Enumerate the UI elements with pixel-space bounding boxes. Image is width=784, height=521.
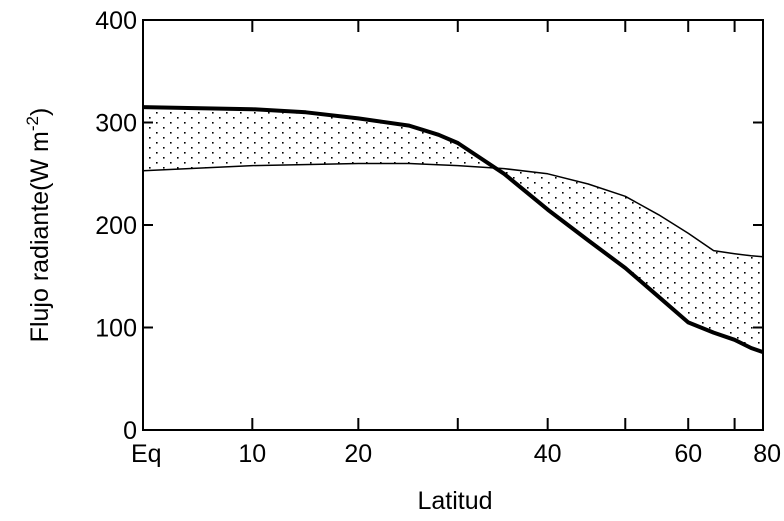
series-line-1-thick — [143, 105, 763, 354]
y-tick-label: 100 — [95, 315, 137, 343]
x-tick-label: 10 — [238, 440, 266, 468]
y-axis-label: Flujo radiante(W m-2) — [23, 108, 54, 343]
y-axis-label-close: ) — [26, 108, 54, 116]
series-line-2-thin — [143, 162, 763, 258]
y-axis-label-superscript: -2 — [23, 116, 42, 131]
y-tick-label: 400 — [95, 7, 137, 35]
series-lines — [143, 105, 763, 354]
y-tick-label: 0 — [123, 417, 137, 445]
y-axis-label-text: Flujo radiante(W m — [26, 131, 54, 342]
x-tick-label: 20 — [344, 440, 372, 468]
x-tick-label: Eq — [131, 440, 162, 468]
y-tick-label: 300 — [95, 110, 137, 138]
x-axis-label: Latitud — [417, 487, 492, 515]
y-axis-ticks: 0 100 200 300 400 — [95, 7, 763, 445]
x-axis-ticks: Eq 10 20 40 60 80 — [131, 20, 781, 468]
fill-between-curves — [143, 107, 763, 353]
x-tick-label: 80 — [753, 440, 781, 468]
stippled-fill — [143, 107, 763, 353]
x-tick-label: 60 — [674, 440, 702, 468]
x-tick-label: 40 — [534, 440, 562, 468]
y-tick-label: 200 — [95, 212, 137, 240]
